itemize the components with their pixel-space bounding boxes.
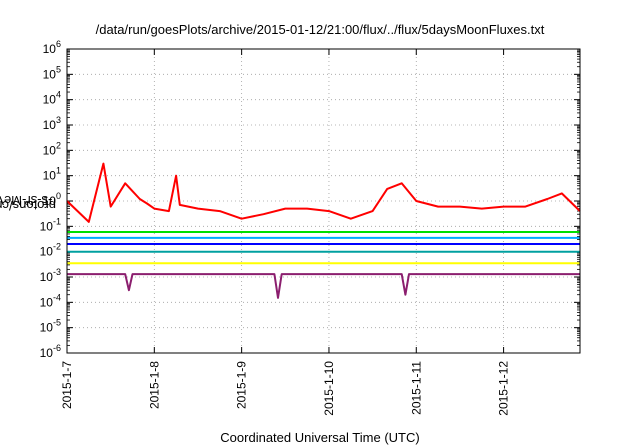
x-tick-label: 2015-1-10 [322,361,336,416]
x-tick-label: 2015-1-12 [497,361,511,416]
x-tick-label: 2015-1-9 [235,361,249,409]
y-tick-label: 10-2 [40,242,61,259]
plot-frame [66,48,581,354]
y-tick-label: 10-6 [40,343,61,360]
y-tick-label: 104 [43,90,61,107]
y-tick-label: 106 [43,39,61,56]
y-tick-label: 102 [43,140,61,157]
y-tick-label: 10-3 [40,267,61,284]
y-tick-label: 101 [43,166,61,183]
x-axis-label: Coordinated Universal Time (UTC) [220,430,420,445]
x-tick-label: 2015-1-11 [409,361,423,415]
y-tick-label: 10-4 [40,292,61,309]
y-tick-label: 10-5 [40,318,61,335]
y-tick-label: 103 [43,115,61,132]
series-line-7 [67,273,580,299]
y-tick-label: 10-1 [40,216,61,233]
x-tick-label: 2015-1-7 [60,361,74,409]
y-tick-label: 100 [43,191,61,208]
series-line-1 [66,162,581,223]
chart-title: /data/run/goesPlots/archive/2015-01-12/2… [95,22,545,37]
x-tick-label: 2015-1-8 [147,361,161,409]
y-tick-label: 105 [43,64,61,81]
